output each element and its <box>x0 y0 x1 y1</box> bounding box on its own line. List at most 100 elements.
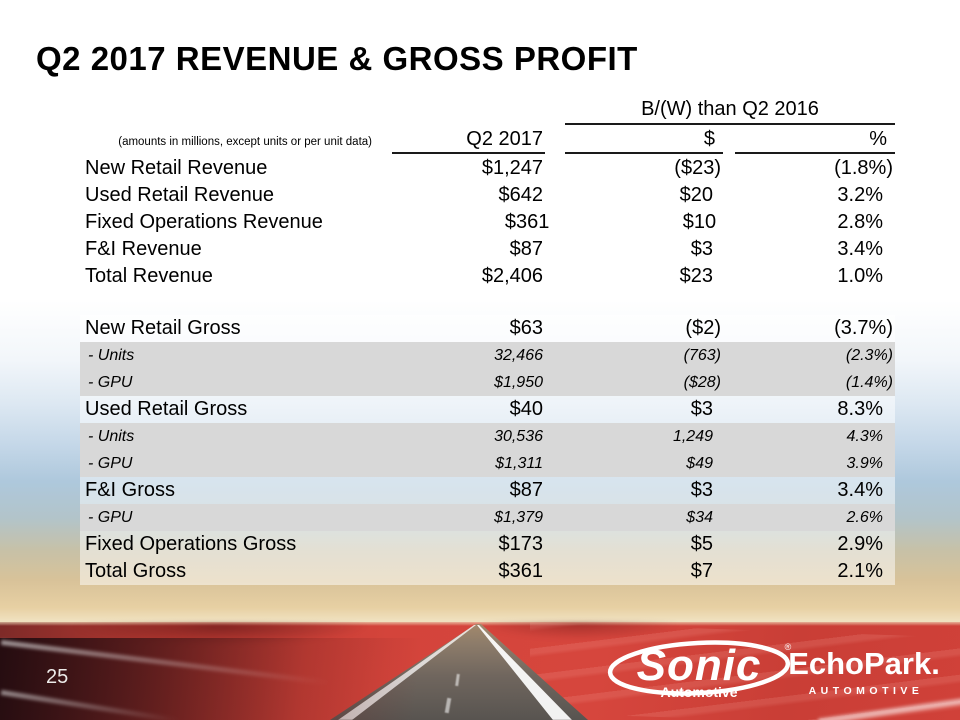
echopark-automotive-logo: EchoPark. AUTOMOTIVE <box>783 646 945 697</box>
cell-vs-dollar: $3 <box>690 479 713 501</box>
row-label: New Retail Revenue <box>85 157 268 179</box>
amounts-note: (amounts in millions, except units or pe… <box>118 136 372 148</box>
cell-vs-dollar: $3 <box>690 238 713 260</box>
cell-vs-dollar: $34 <box>686 508 713 526</box>
table-row: Total Gross $361 $7 2.1% <box>80 558 895 585</box>
cell-q2: $87 <box>509 479 543 501</box>
row-label: F&I Gross <box>85 479 176 501</box>
cell-q2: $642 <box>498 184 544 206</box>
row-label: New Retail Gross <box>85 317 241 339</box>
cell-q2: $40 <box>509 398 543 420</box>
cell-q2: $173 <box>498 533 544 555</box>
cell-vs-dollar: $3 <box>690 398 713 420</box>
table-row: - GPU $1,379 $34 2.6% <box>80 504 895 531</box>
cell-q2: 30,536 <box>494 427 543 445</box>
cell-vs-percent: 3.2% <box>837 184 883 206</box>
column-header-dollar: $ <box>703 128 715 150</box>
dollar-column-rule <box>565 152 723 154</box>
cell-vs-percent: (3.7%) <box>834 317 893 339</box>
cell-vs-dollar: $5 <box>690 533 713 555</box>
percent-column-rule <box>735 152 895 154</box>
cell-vs-dollar: ($2) <box>685 317 721 339</box>
cell-vs-percent: 3.9% <box>846 454 883 472</box>
cell-vs-dollar: ($28) <box>683 373 721 391</box>
column-header-row: (amounts in millions, except units or pe… <box>80 126 895 152</box>
table-row: - Units 30,536 1,249 4.3% <box>80 423 895 450</box>
cell-vs-dollar: (763) <box>683 346 721 364</box>
row-label: - GPU <box>88 454 133 472</box>
q2-column-rule <box>392 152 545 154</box>
table-row: - Units 32,466 (763) (2.3%) <box>80 342 895 369</box>
cell-vs-percent: 2.6% <box>846 508 883 526</box>
table-body: New Retail Revenue $1,247 ($23) (1.8%) Used … <box>80 155 895 585</box>
table-row: - GPU $1,950 ($28) (1.4%) <box>80 369 895 396</box>
row-label: Used Retail Revenue <box>85 184 274 206</box>
cell-vs-dollar: $10 <box>682 211 717 233</box>
cell-vs-dollar: $7 <box>690 560 713 582</box>
cell-q2: $63 <box>509 317 543 339</box>
row-label: Total Gross <box>85 560 187 582</box>
group-header-rule <box>565 123 895 125</box>
table-row: New Retail Gross $63 ($2) (3.7%) <box>80 315 895 342</box>
row-label: Fixed Operations Gross <box>85 533 297 555</box>
column-header-percent: % <box>869 128 887 150</box>
echopark-logo-text: EchoPark. <box>788 646 940 681</box>
cell-vs-dollar: $23 <box>679 265 713 287</box>
road-photo <box>0 622 960 720</box>
table-row: Used Retail Revenue $642 $20 3.2% <box>80 182 895 209</box>
row-label: - Units <box>88 346 135 364</box>
row-label: Total Revenue <box>85 265 213 287</box>
cell-q2: $1,247 <box>481 157 543 179</box>
cell-vs-percent: 1.0% <box>837 265 883 287</box>
cell-vs-percent: 8.3% <box>837 398 883 420</box>
row-label: Used Retail Gross <box>85 398 248 420</box>
cell-vs-percent: 2.1% <box>837 560 883 582</box>
cell-q2: $1,379 <box>494 508 543 526</box>
cell-q2: $2,406 <box>481 265 543 287</box>
table-row: - GPU $1,311 $49 3.9% <box>80 450 895 477</box>
cell-vs-dollar: 1,249 <box>672 427 713 445</box>
cell-q2: $361 <box>504 211 550 233</box>
table-row: F&I Gross $87 $3 3.4% <box>80 477 895 504</box>
table-row: F&I Revenue $87 $3 3.4% <box>80 236 895 263</box>
cell-vs-percent: (2.3%) <box>845 346 893 364</box>
row-label: - Units <box>88 427 135 445</box>
registered-mark-icon: ® <box>785 642 792 652</box>
row-label: - GPU <box>88 373 133 391</box>
sonic-oval <box>607 640 791 696</box>
cell-q2: $1,950 <box>494 373 543 391</box>
table-row: Fixed Operations Revenue $361 $10 2.8% <box>80 209 895 236</box>
cell-vs-percent: 4.3% <box>846 427 883 445</box>
table-row: Total Revenue $2,406 $23 1.0% <box>80 263 895 290</box>
horizon-hill <box>480 622 680 640</box>
cell-vs-percent: (1.4%) <box>845 373 893 391</box>
cell-vs-percent: (1.8%) <box>834 157 893 179</box>
table-row: Used Retail Gross $40 $3 8.3% <box>80 396 895 423</box>
cell-vs-percent: 2.9% <box>837 533 883 555</box>
page-number: 25 <box>46 666 69 688</box>
cell-vs-percent: 2.8% <box>837 211 883 233</box>
row-spacer <box>80 290 895 315</box>
cell-q2: $1,311 <box>495 454 543 472</box>
cell-vs-percent: 3.4% <box>837 238 883 260</box>
cell-q2: $361 <box>498 560 544 582</box>
table-row: Fixed Operations Gross $173 $5 2.9% <box>80 531 895 558</box>
column-header-q2-2017: Q2 2017 <box>466 128 543 150</box>
cell-q2: $87 <box>509 238 543 260</box>
cell-vs-dollar: $20 <box>679 184 713 206</box>
sonic-automotive-logo: Sonic Automotive ® <box>607 640 792 700</box>
group-column-header: B/(W) than Q2 2016 <box>641 98 819 120</box>
cell-vs-percent: 3.4% <box>837 479 883 501</box>
row-label: Fixed Operations Revenue <box>85 211 323 233</box>
sonic-logo-subtext: Automotive <box>661 684 738 700</box>
row-label: F&I Revenue <box>85 238 202 260</box>
sonic-logo-text: Sonic <box>637 641 762 690</box>
cell-q2: 32,466 <box>494 346 543 364</box>
cell-vs-dollar: ($23) <box>674 157 721 179</box>
echopark-logo-subtext: AUTOMOTIVE <box>808 685 924 697</box>
table-row: New Retail Revenue $1,247 ($23) (1.8%) <box>80 155 895 182</box>
slide-title: Q2 2017 REVENUE & GROSS PROFIT <box>36 40 638 77</box>
row-label: - GPU <box>88 508 133 526</box>
cell-vs-dollar: $49 <box>686 454 713 472</box>
